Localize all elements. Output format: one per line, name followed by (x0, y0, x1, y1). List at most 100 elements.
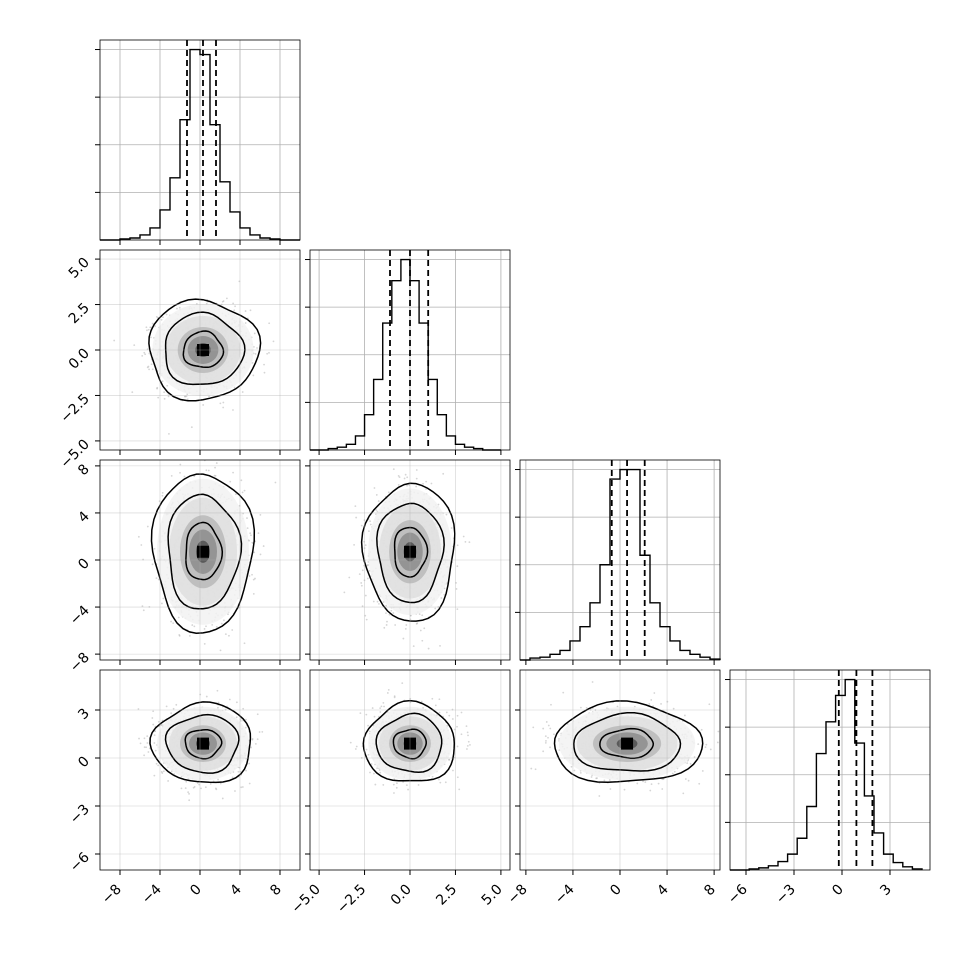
scatter-point (220, 622, 223, 625)
scatter-point (263, 371, 266, 374)
scatter-point (375, 509, 378, 511)
scatter-point (203, 642, 206, 645)
scatter-point (405, 624, 408, 626)
scatter-point (446, 582, 448, 584)
scatter-point (244, 322, 247, 324)
contour-2 (360, 482, 456, 622)
scatter-point (268, 322, 271, 325)
scatter-point (358, 573, 361, 575)
scatter-point (425, 480, 428, 483)
scatter-point (214, 474, 217, 477)
scatter-point (146, 348, 149, 351)
scatter-point (440, 597, 443, 599)
scatter-point (163, 397, 166, 400)
scatter-point (392, 612, 395, 614)
scatter-point (222, 300, 225, 302)
scatter-point (168, 432, 170, 435)
scatter-point (157, 764, 160, 767)
scatter-point (398, 476, 401, 479)
scatter-point (373, 487, 376, 489)
scatter-point (253, 332, 256, 335)
scatter-point (148, 352, 151, 355)
scatter-point (266, 352, 269, 355)
panel-content (100, 460, 300, 660)
scatter-point (365, 618, 368, 621)
scatter-point (421, 614, 424, 617)
scatter-point (205, 469, 208, 472)
scatter-point (131, 391, 134, 394)
panel-content (100, 250, 300, 450)
scatter-point (178, 634, 181, 636)
scatter-point (233, 386, 236, 389)
scatter-point (249, 309, 252, 312)
scatter-point (385, 604, 388, 607)
scatter-point (148, 747, 151, 750)
scatter-point (211, 623, 214, 626)
scatter-point (254, 577, 256, 580)
scatter-point (386, 620, 388, 623)
scatter-point (388, 613, 391, 616)
scatter-point (430, 482, 433, 485)
scatter-point (369, 523, 372, 526)
scatter-point (274, 481, 277, 484)
scatter-point (256, 347, 258, 349)
scatter-point (143, 754, 146, 757)
scatter-point (160, 602, 163, 605)
scatter-point (248, 575, 251, 577)
scatter-point (456, 544, 459, 547)
scatter-point (246, 527, 249, 530)
scatter-point (165, 705, 168, 708)
scatter-point (162, 770, 165, 773)
histogram-step (100, 48, 300, 241)
scatter-point (156, 387, 158, 390)
scatter-point (361, 569, 364, 572)
scatter-point (161, 492, 164, 494)
scatter-point (240, 786, 243, 789)
scatter-point (161, 494, 164, 497)
scatter-point (177, 616, 180, 619)
scatter-point (268, 351, 270, 354)
scatter-point (397, 483, 400, 486)
scatter-point (228, 698, 231, 701)
scatter-point (427, 647, 430, 650)
scatter-point (243, 489, 246, 492)
scatter-point (455, 588, 458, 590)
scatter-point (193, 475, 196, 478)
scatter-point (184, 395, 187, 398)
scatter-point (231, 629, 234, 631)
scatter-point (416, 622, 419, 625)
scatter-point (354, 505, 357, 508)
scatter-point (146, 525, 149, 528)
scatter-point (390, 609, 393, 612)
scatter-point (170, 474, 173, 477)
marginal-panel-2 (515, 459, 721, 661)
scatter-point (421, 639, 424, 642)
scatter-point (205, 625, 207, 628)
scatter-point (153, 547, 156, 550)
scatter-point (222, 406, 225, 409)
scatter-point (167, 780, 170, 782)
scatter-point (392, 468, 395, 471)
scatter-point (167, 395, 170, 398)
contour-0 (185, 521, 224, 581)
scatter-point (170, 620, 172, 623)
scatter-point (157, 578, 160, 581)
scatter-point (142, 609, 145, 612)
scatter-point (193, 625, 196, 628)
scatter-point (141, 354, 144, 357)
scatter-point (202, 404, 205, 406)
scatter-point (235, 701, 238, 704)
scatter-point (241, 391, 244, 393)
scatter-point (378, 602, 380, 605)
scatter-point (200, 787, 202, 790)
scatter-point (443, 593, 446, 596)
scatter-point (165, 313, 168, 316)
pair-panel-0-2 (95, 459, 301, 665)
scatter-point (150, 363, 153, 366)
scatter-point (113, 339, 116, 342)
scatter-point (456, 565, 459, 568)
scatter-point (149, 336, 152, 339)
scatter-point (251, 362, 254, 364)
scatter-point (217, 701, 220, 704)
scatter-point (375, 494, 378, 496)
